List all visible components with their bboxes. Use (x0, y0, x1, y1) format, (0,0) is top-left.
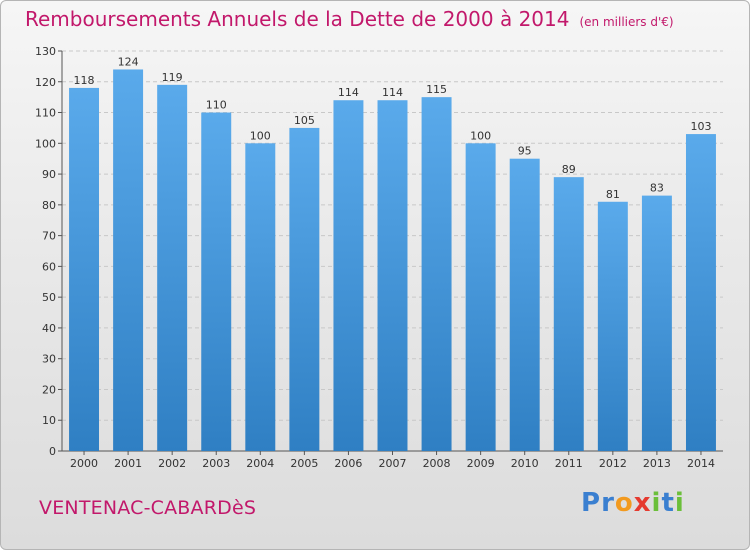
bar-value-label: 118 (74, 74, 95, 87)
bar[interactable] (685, 134, 716, 452)
x-tick-label: 2013 (643, 457, 671, 470)
bar-value-label: 105 (294, 114, 315, 127)
bar[interactable] (377, 100, 408, 451)
y-tick-label: 120 (35, 76, 56, 89)
bar[interactable] (641, 195, 672, 451)
bar[interactable] (509, 158, 540, 451)
y-tick-label: 20 (42, 383, 56, 396)
x-tick-label: 2009 (467, 457, 495, 470)
logo-letter: i (651, 488, 662, 518)
logo-letter: r (601, 488, 615, 518)
x-tick-label: 2006 (334, 457, 362, 470)
x-tick-label: 2014 (687, 457, 715, 470)
commune-name: VENTENAC-CABARDèS (39, 497, 257, 519)
bar-value-label: 89 (562, 163, 576, 176)
chart-title: Remboursements Annuels de la Dette de 20… (25, 7, 674, 31)
x-tick-label: 2012 (599, 457, 627, 470)
bar[interactable] (333, 100, 364, 451)
bar-value-label: 100 (470, 129, 491, 142)
chart-subtitle: (en milliers d'€) (579, 15, 674, 29)
chart-title-text: Remboursements Annuels de la Dette de 20… (25, 7, 570, 31)
bar[interactable] (289, 127, 320, 451)
y-tick-label: 60 (42, 260, 56, 273)
logo-letter: o (614, 488, 634, 518)
bar-value-label: 114 (338, 86, 359, 99)
bars (69, 69, 716, 452)
y-tick-label: 70 (42, 230, 56, 243)
logo-letter: i (674, 488, 685, 518)
y-tick-label: 50 (42, 291, 56, 304)
x-tick-label: 2001 (114, 457, 142, 470)
bar[interactable] (465, 143, 496, 452)
logo-letter: x (633, 488, 652, 518)
x-tick-label: 2002 (158, 457, 186, 470)
y-tick-label: 80 (42, 199, 56, 212)
bar[interactable] (201, 112, 232, 452)
logo-letter: t (661, 488, 675, 518)
bar[interactable] (157, 84, 188, 451)
bar[interactable] (69, 87, 100, 451)
bar-value-label: 95 (518, 145, 532, 158)
y-tick-label: 90 (42, 168, 56, 181)
bar[interactable] (245, 143, 276, 452)
proxiti-logo[interactable]: Proxiti (581, 488, 685, 518)
x-tick-label: 2000 (70, 457, 98, 470)
bar-value-label: 115 (426, 83, 447, 96)
x-tick-label: 2010 (511, 457, 539, 470)
bar-value-label: 124 (118, 55, 139, 68)
y-tick-label: 0 (49, 445, 56, 458)
x-tick-label: 2003 (202, 457, 230, 470)
bar-value-label: 100 (250, 129, 271, 142)
x-tick-label: 2007 (379, 457, 407, 470)
y-tick-label: 30 (42, 353, 56, 366)
bar[interactable] (597, 201, 628, 451)
y-tick-label: 110 (35, 107, 56, 120)
y-tick-label: 100 (35, 137, 56, 150)
bar-value-label: 114 (382, 86, 403, 99)
bar-value-label: 110 (206, 99, 227, 112)
x-tick-label: 2008 (423, 457, 451, 470)
x-tick-label: 2004 (246, 457, 274, 470)
x-tick-label: 2011 (555, 457, 583, 470)
bar-value-label: 81 (606, 188, 620, 201)
bar[interactable] (553, 177, 584, 451)
logo-letter: P (581, 488, 602, 518)
bar-value-label: 119 (162, 71, 183, 84)
bar[interactable] (421, 97, 452, 452)
y-tick-label: 10 (42, 414, 56, 427)
value-labels: 118 124 119 110 100 105 114 114 115 100 95 89 81 83 10… (74, 55, 712, 200)
bar-value-label: 103 (690, 120, 711, 133)
y-tick-label: 40 (42, 322, 56, 335)
bar[interactable] (113, 69, 144, 451)
x-tick-label: 2005 (290, 457, 318, 470)
y-tick-label: 130 (35, 45, 56, 58)
bar-value-label: 83 (650, 182, 664, 195)
